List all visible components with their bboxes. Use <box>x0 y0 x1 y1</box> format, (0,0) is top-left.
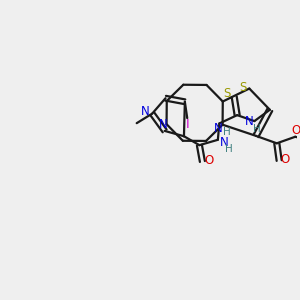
Text: O: O <box>291 124 300 137</box>
Text: S: S <box>223 87 230 100</box>
Text: N: N <box>141 105 150 118</box>
Text: H: H <box>254 124 261 134</box>
Text: N: N <box>245 115 254 128</box>
Text: S: S <box>240 81 247 94</box>
Text: H: H <box>223 127 230 137</box>
Text: O: O <box>204 154 214 167</box>
Text: O: O <box>280 153 290 167</box>
Text: N: N <box>214 122 223 135</box>
Text: I: I <box>186 118 190 130</box>
Text: N: N <box>220 136 229 149</box>
Text: N: N <box>159 118 167 131</box>
Text: H: H <box>225 144 233 154</box>
